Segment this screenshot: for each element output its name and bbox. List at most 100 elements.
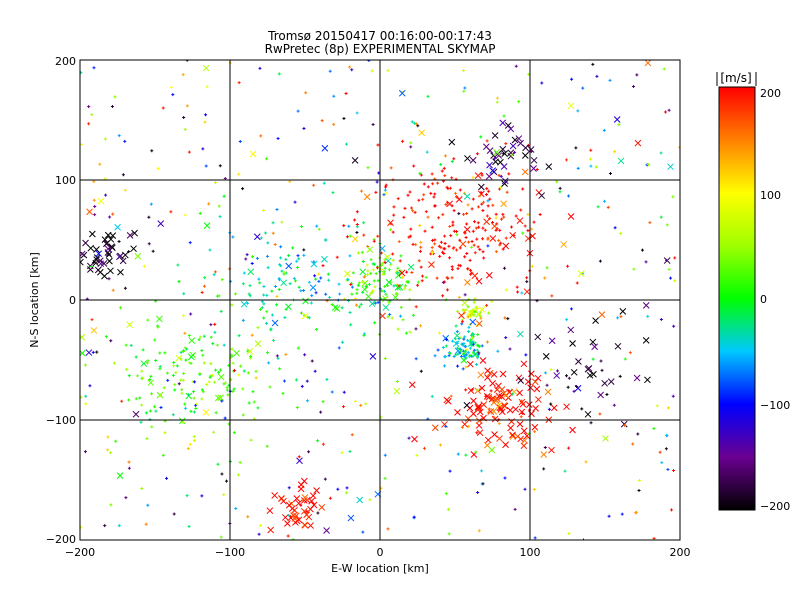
plus-marker-point — [219, 309, 223, 313]
x-marker-point — [496, 401, 503, 409]
plus-marker-point — [396, 266, 400, 270]
plus-marker-point — [183, 127, 187, 131]
plus-marker-point — [251, 255, 255, 259]
plus-marker-point — [476, 221, 480, 225]
plus-marker-point — [366, 269, 370, 273]
x-marker-point — [523, 288, 531, 296]
plus-marker-point — [215, 343, 219, 347]
x-marker-point — [302, 297, 309, 305]
plus-marker-point — [411, 313, 415, 317]
plus-marker-point — [406, 280, 410, 284]
plus-marker-point — [447, 244, 451, 248]
x-marker-point — [301, 494, 309, 501]
plus-marker-point — [161, 453, 165, 457]
plus-marker-point — [450, 267, 454, 271]
x-marker-point — [489, 167, 497, 174]
plus-marker-point — [504, 336, 508, 340]
x-marker-point — [321, 144, 329, 152]
plus-marker-point — [332, 122, 336, 126]
plus-marker-point — [671, 195, 675, 199]
plus-marker-point — [223, 381, 227, 385]
plus-marker-point — [409, 141, 413, 145]
plus-marker-point — [127, 374, 131, 378]
plus-marker-point — [452, 229, 456, 233]
plus-marker-point — [418, 223, 422, 227]
x-marker-point — [463, 401, 471, 409]
plus-marker-point — [246, 349, 250, 353]
plus-marker-point — [430, 394, 434, 398]
plus-marker-point — [449, 186, 453, 190]
x-marker-point — [538, 192, 546, 199]
plus-marker-point — [275, 303, 279, 307]
plus-marker-point — [371, 268, 375, 272]
plus-marker-point — [197, 338, 201, 342]
x-marker-point — [300, 507, 308, 515]
x-marker-point — [296, 457, 303, 465]
colorbar-tick-label: 0 — [760, 293, 767, 306]
plus-marker-point — [453, 337, 457, 341]
plus-marker-point — [389, 228, 393, 232]
plus-marker-point — [438, 443, 442, 447]
plus-marker-point — [201, 353, 205, 357]
x-marker-point — [301, 312, 309, 320]
plus-marker-point — [207, 380, 211, 384]
plus-marker-point — [357, 281, 361, 285]
plus-marker-point — [118, 306, 122, 310]
x-marker-point — [246, 347, 254, 355]
plus-marker-point — [200, 388, 204, 392]
plus-marker-point — [439, 163, 443, 167]
plus-marker-point — [566, 385, 570, 389]
plus-marker-point — [478, 344, 482, 348]
plus-marker-point — [556, 369, 560, 373]
plus-marker-point — [214, 411, 218, 415]
plus-marker-point — [117, 134, 121, 138]
plus-marker-point — [293, 279, 297, 283]
plus-marker-point — [299, 503, 303, 507]
plus-marker-point — [276, 136, 280, 140]
plus-marker-point — [481, 226, 485, 230]
plus-marker-point — [357, 251, 361, 255]
plus-marker-point — [488, 197, 492, 201]
plus-marker-point — [380, 262, 384, 266]
plus-marker-point — [241, 413, 245, 417]
plus-marker-point — [485, 139, 489, 143]
plus-marker-point — [120, 399, 124, 403]
plus-marker-point — [468, 346, 472, 350]
plus-marker-point — [496, 96, 500, 100]
plus-marker-point — [441, 250, 445, 254]
plus-marker-point — [437, 331, 441, 335]
plus-marker-point — [158, 351, 162, 355]
x-marker-point — [644, 376, 651, 384]
x-tick-label: −100 — [215, 546, 245, 559]
plus-marker-point — [455, 248, 459, 252]
x-marker-point — [368, 300, 376, 308]
plus-marker-point — [254, 376, 258, 380]
plus-marker-point — [277, 278, 281, 282]
plus-marker-point — [293, 200, 297, 204]
x-marker-point — [267, 526, 275, 534]
x-marker-point — [491, 431, 498, 438]
plus-marker-point — [376, 300, 380, 304]
plus-marker-point — [576, 166, 580, 170]
plus-marker-point — [655, 404, 659, 408]
plus-marker-point — [259, 307, 263, 311]
plus-marker-point — [462, 352, 466, 356]
plus-marker-point — [156, 325, 160, 329]
plus-marker-point — [362, 333, 366, 337]
x-marker-point — [634, 139, 642, 147]
plus-marker-point — [342, 390, 346, 394]
x-marker-point — [475, 402, 483, 410]
x-marker-point — [87, 244, 95, 252]
plus-marker-point — [296, 109, 300, 113]
plus-marker-point — [446, 507, 450, 511]
plus-marker-point — [567, 531, 571, 535]
x-marker-point — [297, 485, 305, 493]
plus-marker-point — [279, 264, 283, 268]
plus-marker-point — [172, 512, 176, 516]
plus-marker-point — [441, 280, 445, 284]
plus-marker-point — [467, 330, 471, 334]
plus-marker-point — [461, 308, 465, 312]
plus-marker-point — [248, 284, 252, 288]
plus-marker-point — [550, 294, 554, 298]
plus-marker-point — [307, 450, 311, 454]
